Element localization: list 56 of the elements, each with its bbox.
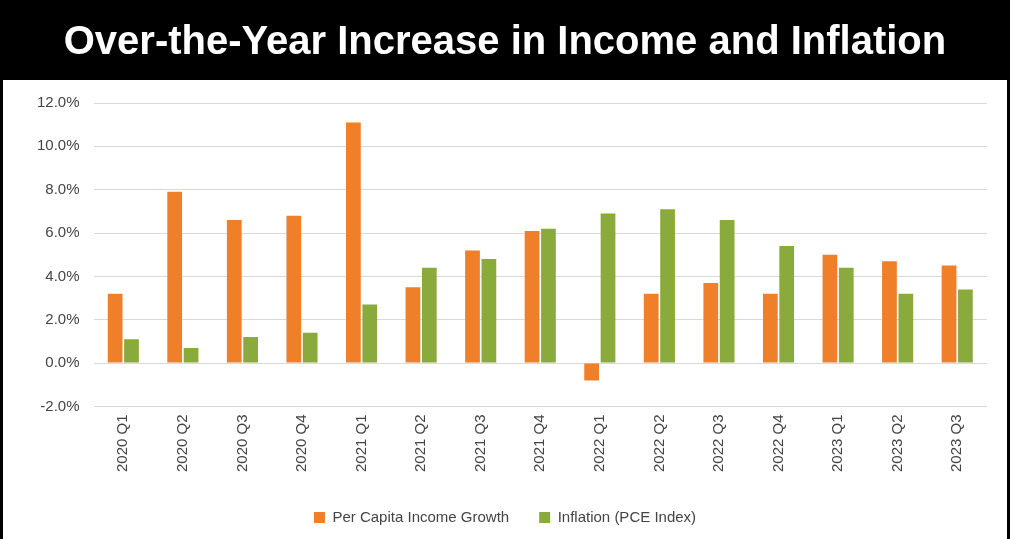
y-tick-label: 10.0% <box>36 136 80 154</box>
y-tick-label: 2.0% <box>45 309 80 327</box>
bar <box>584 363 600 381</box>
bar <box>643 293 659 363</box>
bar <box>838 267 854 363</box>
bar <box>779 246 795 363</box>
bar <box>762 293 778 363</box>
bar <box>703 282 719 363</box>
bar <box>107 293 123 363</box>
bar <box>405 287 421 363</box>
bar <box>302 332 318 363</box>
bar <box>167 191 183 363</box>
x-tick-label: 2021 Q2 <box>411 414 429 472</box>
x-tick-label: 2021 Q1 <box>351 414 369 472</box>
bar <box>124 339 139 363</box>
x-tick-label: 2021 Q4 <box>530 414 548 472</box>
legend-label: Per Capita Income Growth <box>332 507 510 525</box>
bar <box>958 289 973 363</box>
y-tick-label: -2.0% <box>40 396 80 414</box>
bar <box>600 213 616 363</box>
legend-label: Inflation (PCE Index) <box>557 507 697 525</box>
x-tick-label: 2020 Q2 <box>173 414 191 472</box>
x-tick-label: 2021 Q3 <box>470 414 488 472</box>
y-tick-label: 6.0% <box>45 223 80 241</box>
bar <box>226 220 242 363</box>
bar <box>941 265 957 363</box>
bar <box>719 220 735 363</box>
bar <box>421 267 437 363</box>
y-tick-label: 4.0% <box>45 266 80 284</box>
bar <box>481 259 497 363</box>
x-tick-label: 2023 Q1 <box>828 414 846 472</box>
bar <box>541 228 556 363</box>
x-tick-label: 2022 Q4 <box>768 414 786 472</box>
x-tick-label: 2020 Q4 <box>292 414 310 472</box>
bar <box>524 230 540 363</box>
x-tick-label: 2022 Q2 <box>649 414 667 472</box>
bar <box>183 347 199 363</box>
bar <box>362 304 378 363</box>
bar <box>286 215 302 363</box>
bar <box>346 122 361 363</box>
y-tick-label: 0.0% <box>45 353 80 371</box>
x-tick-label: 2022 Q3 <box>709 414 727 472</box>
chart-title: Over-the-Year Increase in Income and Inflation <box>0 0 1010 80</box>
bar <box>822 254 838 363</box>
bar <box>898 293 914 363</box>
x-tick-label: 2020 Q3 <box>232 414 250 472</box>
bar <box>465 250 480 363</box>
bar <box>882 261 897 363</box>
bar <box>243 337 258 363</box>
y-tick-label: 8.0% <box>45 179 80 197</box>
x-tick-label: 2020 Q1 <box>113 414 131 472</box>
x-tick-label: 2023 Q3 <box>947 414 965 472</box>
y-tick-label: 12.0% <box>36 93 80 111</box>
bar <box>660 209 675 363</box>
x-tick-label: 2022 Q1 <box>589 414 607 472</box>
x-tick-label: 2023 Q2 <box>887 414 905 472</box>
